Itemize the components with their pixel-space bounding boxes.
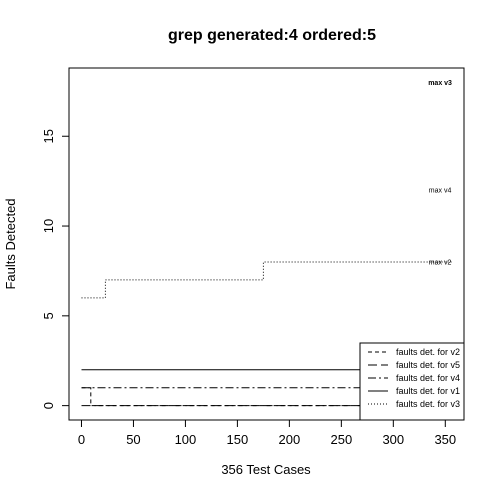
- y-axis-label: Faults Detected: [3, 198, 18, 289]
- x-tick-label: 300: [382, 432, 404, 447]
- y-tick-label: 0: [41, 402, 56, 409]
- annotation-group: max v3 max v4 max v2: [428, 80, 452, 267]
- y-axis: 0 5 10 15: [41, 129, 69, 409]
- legend-label: faults det. for v1: [396, 386, 460, 396]
- x-tick-label: 250: [330, 432, 352, 447]
- legend-box: [359, 342, 465, 421]
- x-axis: 0 50 100 150 200 250 300 350: [78, 419, 456, 447]
- x-tick-label: 100: [175, 432, 197, 447]
- y-tick-label: 5: [41, 312, 56, 319]
- legend-label: faults det. for v4: [396, 373, 460, 383]
- legend: faults det. for v2 faults det. for v5 faul…: [359, 342, 465, 421]
- x-tick-label: 0: [78, 432, 85, 447]
- legend-label: faults det. for v5: [396, 360, 460, 370]
- x-tick-label: 350: [434, 432, 456, 447]
- annotation-label: max v2: [429, 259, 452, 266]
- x-tick-label: 150: [227, 432, 249, 447]
- x-axis-label: 356 Test Cases: [221, 462, 311, 477]
- chart-title: grep generated:4 ordered:5: [168, 27, 376, 44]
- annotation-label: max v3: [428, 80, 452, 87]
- y-tick-label: 10: [41, 219, 56, 233]
- x-tick-label: 50: [126, 432, 140, 447]
- annotation-label: max v4: [429, 188, 452, 195]
- series-line-5: [81, 261, 452, 299]
- y-tick-label: 15: [41, 129, 56, 143]
- legend-label: faults det. for v2: [396, 347, 460, 357]
- legend-label: faults det. for v3: [396, 399, 460, 409]
- x-tick-label: 200: [279, 432, 301, 447]
